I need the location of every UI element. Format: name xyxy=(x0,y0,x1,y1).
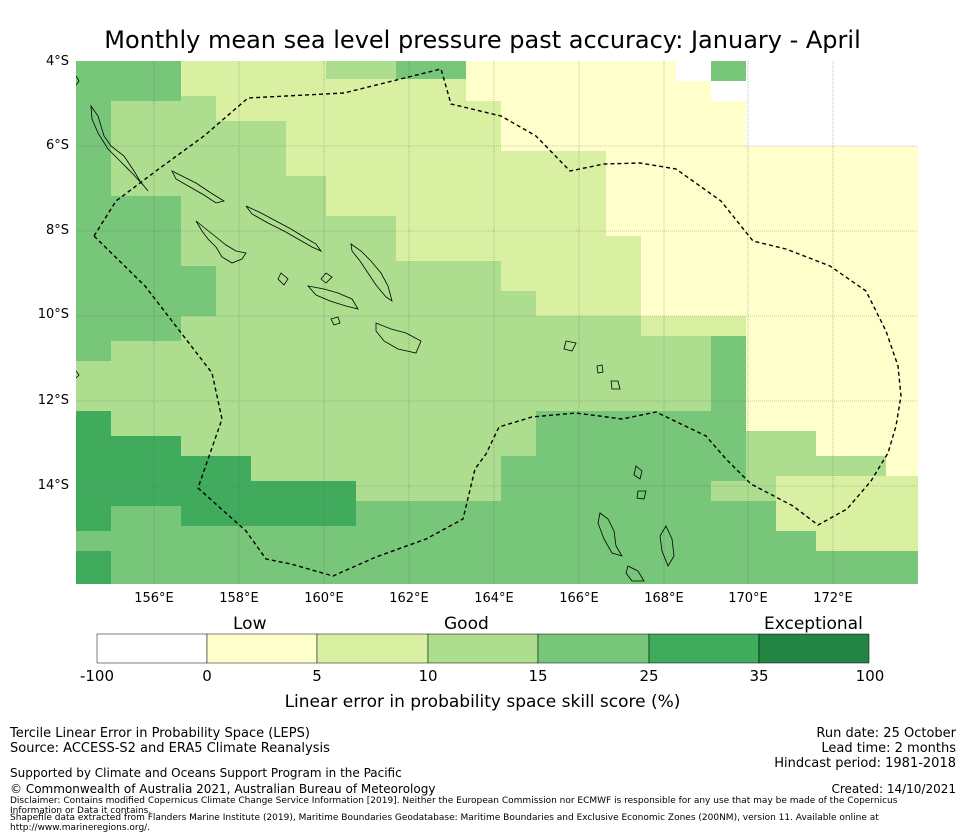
shapefile-line1: Shapefile data extracted from Flanders M… xyxy=(10,813,879,823)
disclaimer-line2: Information or Data it contains. xyxy=(10,806,152,816)
lon-label-166e: 166°E xyxy=(559,591,599,606)
colorbar-tick: 25 xyxy=(639,667,659,685)
colorbar-tick: 15 xyxy=(528,667,548,685)
colorbar-bin-35-100 xyxy=(758,633,870,664)
colorbar-bin-25-35 xyxy=(648,633,760,664)
lat-label-10s: 10°S xyxy=(37,307,69,322)
lat-label-8s: 8°S xyxy=(45,223,69,238)
lon-label-156e: 156°E xyxy=(134,591,174,606)
support-text: Supported by Climate and Oceans Support … xyxy=(10,766,402,780)
source-text: Source: ACCESS-S2 and ERA5 Climate Reana… xyxy=(10,741,330,756)
lat-label-4s: 4°S xyxy=(45,54,69,69)
lon-label-170e: 170°E xyxy=(728,591,768,606)
colorbar-tick: 10 xyxy=(418,667,438,685)
lead-time: Lead time: 2 months xyxy=(821,741,956,756)
lon-label-168e: 168°E xyxy=(644,591,684,606)
colorbar-tick: 0 xyxy=(202,667,212,685)
lon-label-164e: 164°E xyxy=(474,591,514,606)
lon-label-158e: 158°E xyxy=(219,591,259,606)
colorbar-bin-no-skill xyxy=(96,633,208,664)
colorbar-bin-15-25 xyxy=(537,633,650,664)
created-date: Created: 14/10/2021 xyxy=(831,782,956,796)
category-exceptional: Exceptional xyxy=(764,614,863,634)
colorbar-bin-5-10 xyxy=(316,633,429,664)
graticule xyxy=(76,61,918,584)
lon-label-172e: 172°E xyxy=(813,591,853,606)
colorbar-bin-0-5 xyxy=(206,633,318,664)
disclaimer-line1: Disclaimer: Contains modified Copernicus… xyxy=(10,796,898,806)
colorbar-tick: 100 xyxy=(855,667,885,685)
category-low: Low xyxy=(233,614,267,634)
chart-title: Monthly mean sea level pressure past acc… xyxy=(104,26,861,54)
colorbar-label: Linear error in probability space skill … xyxy=(284,692,681,712)
coastlines xyxy=(76,75,675,582)
eez-boundary xyxy=(93,68,902,577)
category-good: Good xyxy=(444,614,489,634)
run-date: Run date: 25 October xyxy=(816,726,956,741)
shapefile-line2: http://www.marineregions.org/. xyxy=(10,823,151,833)
colorbar-tick: 35 xyxy=(749,667,769,685)
colorbar-bin-10-15 xyxy=(427,633,539,664)
lon-label-162e: 162°E xyxy=(389,591,429,606)
lat-label-6s: 6°S xyxy=(45,138,69,153)
lon-label-160e: 160°E xyxy=(304,591,344,606)
hindcast-period: Hindcast period: 1981-2018 xyxy=(774,756,956,771)
skill-score-grid xyxy=(76,61,918,584)
colorbar-tick: -100 xyxy=(79,667,115,685)
copyright-text: © Commonwealth of Australia 2021, Austra… xyxy=(10,782,436,796)
lat-label-14s: 14°S xyxy=(37,478,69,493)
lat-label-12s: 12°S xyxy=(37,393,69,408)
method-text: Tercile Linear Error in Probability Spac… xyxy=(10,726,310,741)
skill-score-map xyxy=(76,61,918,584)
colorbar xyxy=(96,633,870,664)
colorbar-tick: 5 xyxy=(312,667,322,685)
